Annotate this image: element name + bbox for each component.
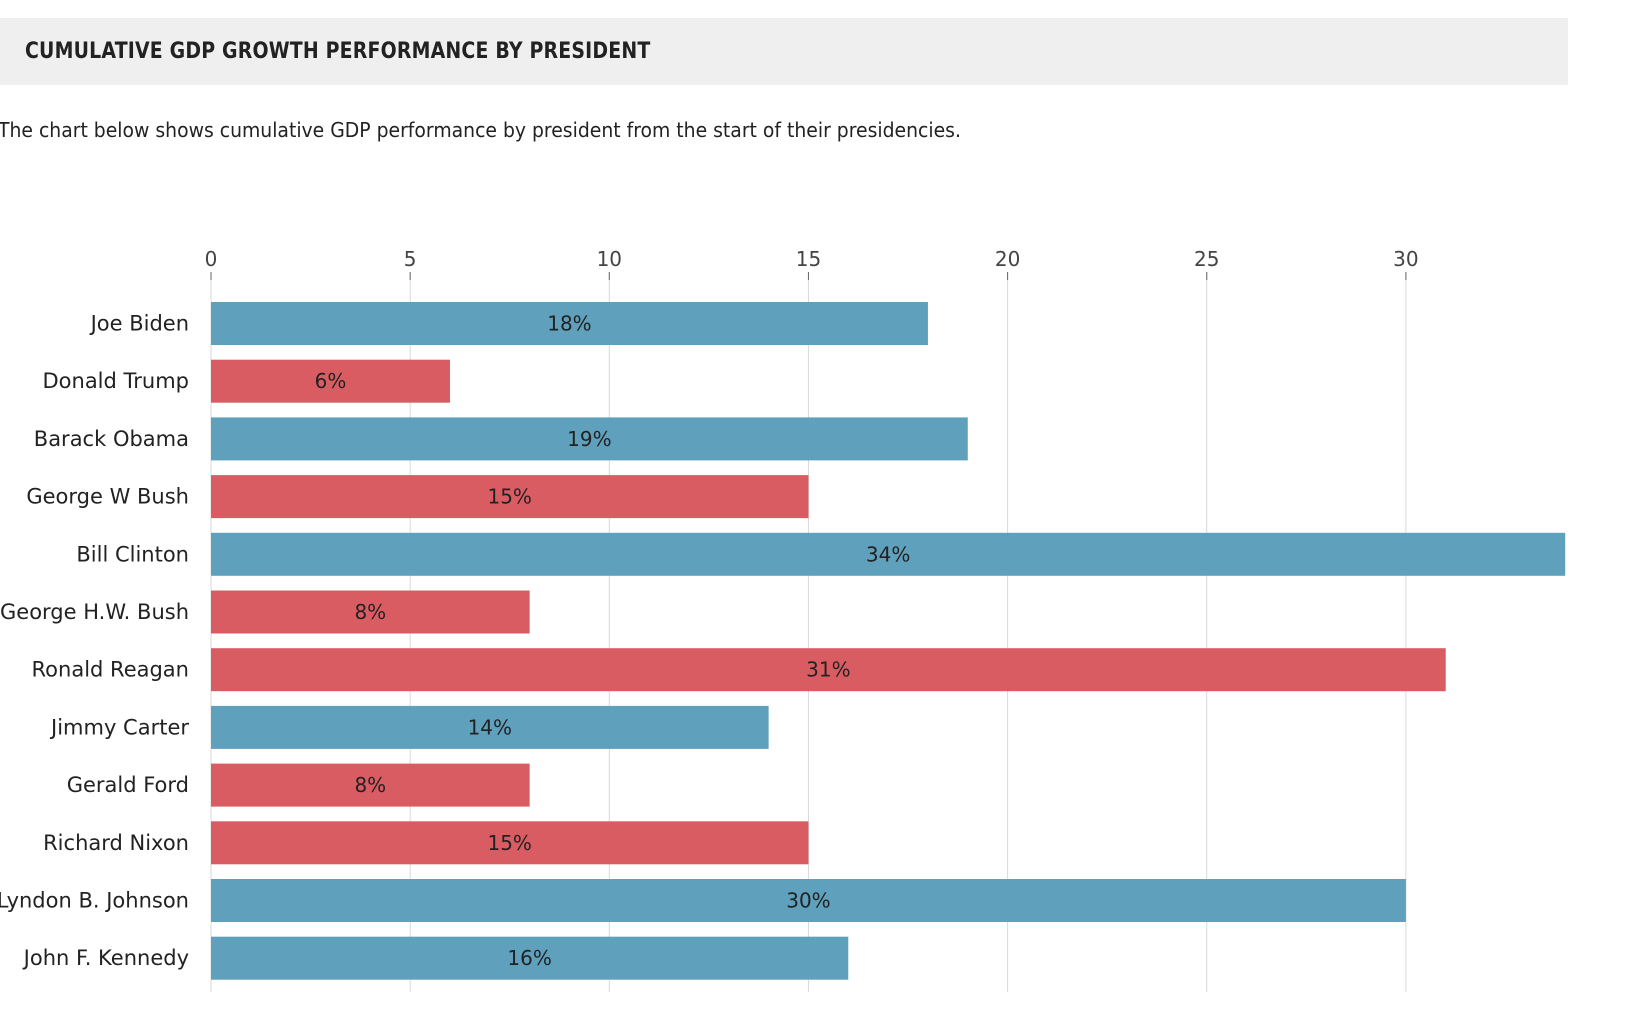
x-tick-label: 25 bbox=[1194, 247, 1219, 271]
x-tick-label: 10 bbox=[597, 247, 622, 271]
bar bbox=[211, 532, 1566, 576]
category-label: George H.W. Bush bbox=[0, 600, 189, 624]
bar-value-label: 19% bbox=[567, 427, 611, 451]
category-label: Bill Clinton bbox=[76, 542, 189, 566]
bar bbox=[211, 648, 1446, 692]
bar bbox=[211, 475, 809, 519]
bar-value-label: 8% bbox=[354, 600, 386, 624]
chart-title: CUMULATIVE GDP GROWTH PERFORMANCE BY PRE… bbox=[25, 39, 651, 64]
category-label: Richard Nixon bbox=[43, 831, 189, 855]
bar-value-label: 18% bbox=[547, 312, 591, 336]
bar bbox=[211, 821, 809, 865]
x-tick-label: 30 bbox=[1393, 247, 1418, 271]
category-label: Ronald Reagan bbox=[32, 658, 189, 682]
bar-value-label: 16% bbox=[507, 946, 551, 970]
x-tick-label: 15 bbox=[796, 247, 821, 271]
category-label: Lyndon B. Johnson bbox=[0, 889, 189, 913]
x-tick-label: 5 bbox=[404, 247, 417, 271]
bar bbox=[211, 879, 1406, 922]
x-tick-label: 0 bbox=[205, 247, 218, 271]
bar-chart: 0 5 10 15 20 25 30 18% Joe Biden 6% Donald Trump 19… bbox=[0, 247, 1566, 992]
category-label: George W Bush bbox=[26, 485, 189, 509]
chart-subtitle: The chart below shows cumulative GDP per… bbox=[0, 118, 961, 142]
bar-value-label: 14% bbox=[468, 715, 512, 739]
bar bbox=[211, 359, 450, 403]
bar bbox=[211, 590, 530, 634]
bar bbox=[211, 302, 928, 345]
category-label: Barack Obama bbox=[34, 427, 189, 451]
bar bbox=[211, 763, 530, 807]
category-label: Joe Biden bbox=[89, 312, 189, 336]
bar-value-label: 15% bbox=[487, 485, 531, 509]
category-label: John F. Kennedy bbox=[22, 946, 189, 970]
x-tick-label: 20 bbox=[995, 247, 1020, 271]
bar-value-label: 30% bbox=[786, 889, 830, 913]
bar-value-label: 15% bbox=[487, 831, 531, 855]
bar-value-label: 8% bbox=[354, 773, 386, 797]
bar-value-label: 31% bbox=[806, 658, 850, 682]
chart-header: CUMULATIVE GDP GROWTH PERFORMANCE BY PRE… bbox=[0, 18, 1568, 85]
category-label: Jimmy Carter bbox=[49, 715, 189, 739]
bar-value-label: 34% bbox=[866, 542, 910, 566]
bar bbox=[211, 417, 968, 461]
bar-value-label: 6% bbox=[315, 369, 347, 393]
bar bbox=[211, 705, 769, 749]
bar bbox=[211, 936, 849, 980]
category-label: Donald Trump bbox=[42, 369, 189, 393]
category-label: Gerald Ford bbox=[67, 773, 189, 797]
